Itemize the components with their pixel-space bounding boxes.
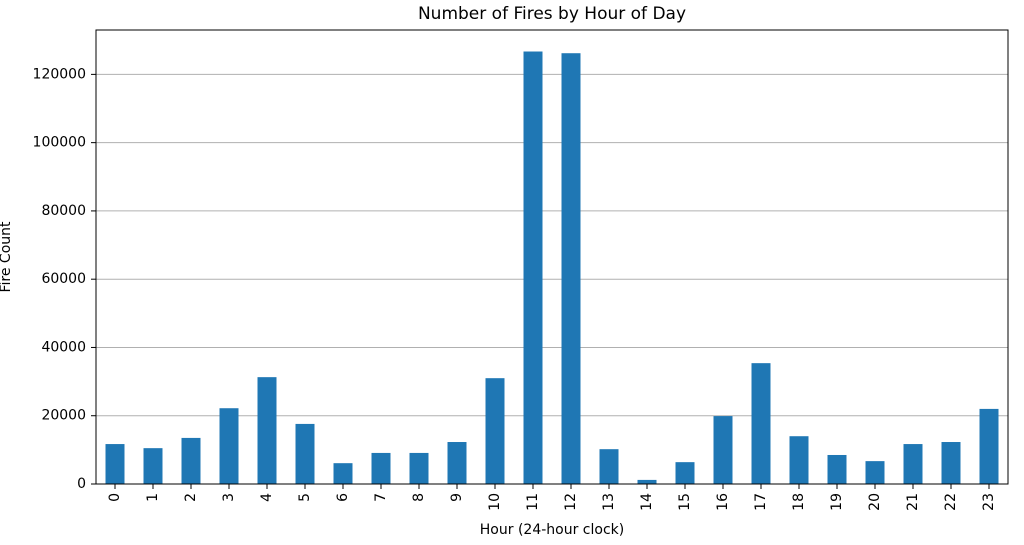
bar [295,423,315,484]
bar [105,444,125,484]
x-tick-label: 0 [107,493,123,502]
bar [979,408,999,484]
x-tick-label: 23 [981,493,997,511]
x-tick-label: 21 [905,493,921,511]
x-tick-label: 15 [677,493,693,511]
x-tick-label: 20 [867,493,883,511]
bar [371,452,391,484]
bar [713,416,733,484]
x-tick-label: 3 [221,493,237,502]
bar [409,452,429,484]
x-tick-label: 5 [297,493,313,502]
x-tick-label: 9 [449,493,465,502]
x-tick-label: 22 [943,493,959,511]
y-tick-label: 120000 [33,66,86,82]
bar [751,363,771,484]
y-tick-label: 40000 [41,339,86,355]
bar [637,479,657,484]
bar [181,437,201,484]
y-tick-label: 60000 [41,271,86,287]
y-tick-label: 20000 [41,408,86,424]
y-tick-label: 0 [77,476,86,492]
bar [219,408,239,484]
bar [523,51,543,485]
bar [599,449,619,484]
bar [333,463,353,484]
x-axis-label: Hour (24-hour clock) [480,522,624,538]
x-tick-label: 16 [715,493,731,511]
plot-frame [95,29,1009,485]
bar [561,53,581,484]
bars [105,51,999,485]
y-tick-label: 100000 [33,135,86,151]
x-tick-label: 10 [487,493,503,511]
bar [143,448,163,484]
y-axis-label: Fire Count [0,221,14,293]
x-tick-label: 11 [525,493,541,511]
x-tick-label: 2 [183,493,199,502]
bar [789,436,809,484]
y-tick-label: 80000 [41,203,86,219]
x-tick-label: 1 [145,493,161,502]
x-tick-label: 7 [373,493,389,502]
x-tick-label: 17 [753,493,769,511]
bar [827,454,847,484]
bar [675,462,695,484]
bar [447,442,467,484]
x-tick-label: 13 [601,493,617,511]
bar [941,442,961,484]
x-tick-label: 18 [791,493,807,511]
grid [96,73,1008,485]
bar [865,461,885,484]
x-tick-label: 12 [563,493,579,511]
bar [257,377,277,484]
chart-title: Number of Fires by Hour of Day [418,4,686,24]
bar [485,378,505,484]
x-tick-label: 6 [335,493,351,502]
x-tick-label: 19 [829,493,845,511]
x-tick-label: 4 [259,493,275,502]
x-tick-label: 14 [639,493,655,511]
bar [903,444,923,484]
x-tick-label: 8 [411,493,427,502]
